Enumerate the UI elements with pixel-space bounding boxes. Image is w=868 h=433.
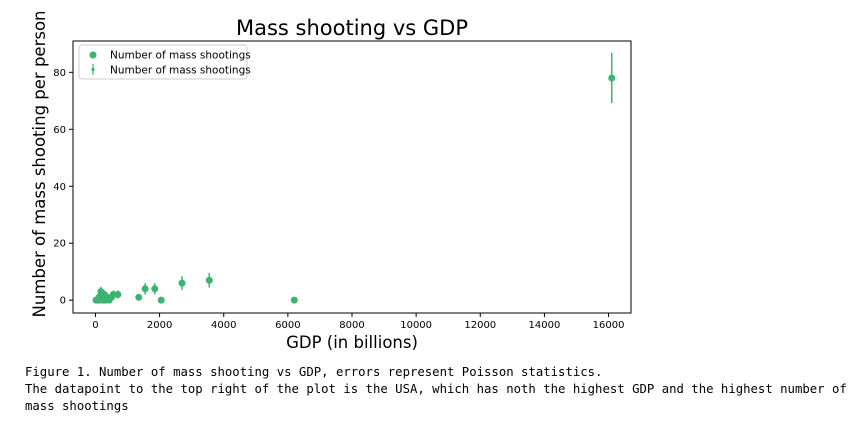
x-tick-label: 0 bbox=[92, 320, 98, 331]
x-tick-label: 12000 bbox=[464, 320, 496, 331]
data-point bbox=[97, 288, 105, 296]
x-tick-label: 14000 bbox=[529, 320, 561, 331]
data-point bbox=[135, 293, 143, 301]
data-point bbox=[157, 296, 165, 304]
chart-title: Mass shooting vs GDP bbox=[236, 16, 468, 40]
legend-errorbar-marker bbox=[91, 67, 95, 72]
data-point bbox=[178, 279, 186, 287]
data-point bbox=[151, 285, 159, 293]
data-point bbox=[141, 285, 149, 293]
x-tick-label: 8000 bbox=[339, 320, 364, 331]
legend-label-dots: Number of mass shootings bbox=[110, 50, 251, 62]
caption-line-2: The datapoint to the top right of the pl… bbox=[25, 382, 855, 413]
y-tick-label: 20 bbox=[53, 239, 66, 250]
y-tick-label: 60 bbox=[53, 125, 66, 136]
y-axis-label: Number of mass shooting per person bbox=[30, 11, 49, 318]
legend-label-errorbars: Number of mass shootings bbox=[110, 65, 251, 77]
x-tick-label: 2000 bbox=[147, 320, 172, 331]
x-tick-label: 4000 bbox=[211, 320, 236, 331]
figure-caption: Figure 1. Number of mass shooting vs GDP… bbox=[25, 364, 860, 415]
legend-box bbox=[78, 44, 248, 80]
x-tick-label: 16000 bbox=[593, 320, 625, 331]
data-point bbox=[92, 296, 100, 304]
legend-dot-marker bbox=[89, 51, 97, 59]
data-point bbox=[608, 74, 616, 82]
data-point bbox=[290, 296, 298, 304]
x-tick-label: 10000 bbox=[400, 320, 432, 331]
y-tick-label: 80 bbox=[53, 68, 66, 79]
data-point bbox=[205, 276, 213, 284]
y-tick-label: 40 bbox=[53, 182, 66, 193]
scatter-chart: Mass shooting vs GDP Number of mass shoo… bbox=[30, 11, 632, 352]
legend: Number of mass shootings Number of mass … bbox=[78, 44, 251, 80]
x-tick-label: 6000 bbox=[275, 320, 300, 331]
plot-frame bbox=[72, 40, 632, 314]
x-axis-label: GDP (in billions) bbox=[286, 333, 418, 352]
y-tick-label: 0 bbox=[60, 296, 66, 307]
data-points bbox=[92, 52, 616, 304]
caption-line-1: Figure 1. Number of mass shooting vs GDP… bbox=[25, 365, 603, 379]
axis-ticks: 0 2000 4000 6000 8000 10000 12000 14000 16000 0 20… bbox=[53, 68, 624, 331]
